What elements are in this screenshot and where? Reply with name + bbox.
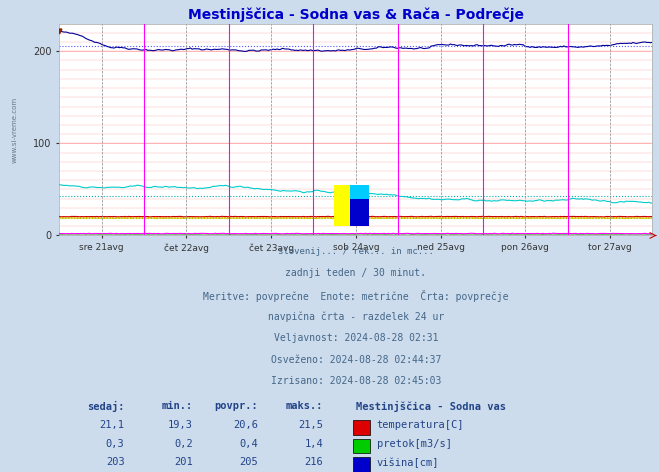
Text: Izrisano: 2024-08-28 02:45:03: Izrisano: 2024-08-28 02:45:03 (271, 376, 441, 386)
Text: min.:: min.: (161, 401, 193, 411)
Text: pretok[m3/s]: pretok[m3/s] (377, 438, 451, 448)
Bar (350, 185, 369, 226)
Text: 0,4: 0,4 (239, 438, 258, 448)
Text: navpična črta - razdelek 24 ur: navpična črta - razdelek 24 ur (268, 312, 444, 322)
Text: www.si-vreme.com: www.si-vreme.com (12, 96, 18, 163)
Text: 201: 201 (174, 457, 193, 467)
Text: povpr.:: povpr.: (214, 401, 258, 411)
Text: 203: 203 (106, 457, 125, 467)
Text: višina[cm]: višina[cm] (377, 457, 439, 468)
Text: Mestinjščica - Sodna vas: Mestinjščica - Sodna vas (356, 401, 506, 413)
Text: 21,5: 21,5 (299, 420, 324, 430)
Text: maks.:: maks.: (286, 401, 324, 411)
Text: 0,2: 0,2 (174, 438, 193, 448)
Text: 20,6: 20,6 (233, 420, 258, 430)
Text: slovenij... / rek... in mc...: slovenij... / rek... in mc... (278, 247, 434, 256)
Text: sedaj:: sedaj: (87, 401, 125, 413)
Text: 19,3: 19,3 (168, 420, 193, 430)
Bar (350, 199, 369, 226)
Text: 1,4: 1,4 (304, 438, 324, 448)
Text: 21,1: 21,1 (100, 420, 125, 430)
FancyBboxPatch shape (353, 438, 370, 454)
Text: temperatura[C]: temperatura[C] (377, 420, 464, 430)
Text: Osveženo: 2024-08-28 02:44:37: Osveženo: 2024-08-28 02:44:37 (271, 355, 441, 365)
Title: Mestinjščica - Sodna vas & Rača - Podrečje: Mestinjščica - Sodna vas & Rača - Podreč… (188, 8, 524, 23)
Text: 205: 205 (239, 457, 258, 467)
Text: 0,3: 0,3 (106, 438, 125, 448)
Bar (333, 185, 369, 226)
Text: Veljavnost: 2024-08-28 02:31: Veljavnost: 2024-08-28 02:31 (273, 333, 438, 343)
Text: zadnji teden / 30 minut.: zadnji teden / 30 minut. (285, 268, 426, 278)
Text: Meritve: povprečne  Enote: metrične  Črta: povprečje: Meritve: povprečne Enote: metrične Črta:… (203, 290, 509, 302)
FancyBboxPatch shape (353, 420, 370, 435)
Text: 216: 216 (304, 457, 324, 467)
FancyBboxPatch shape (353, 457, 370, 472)
